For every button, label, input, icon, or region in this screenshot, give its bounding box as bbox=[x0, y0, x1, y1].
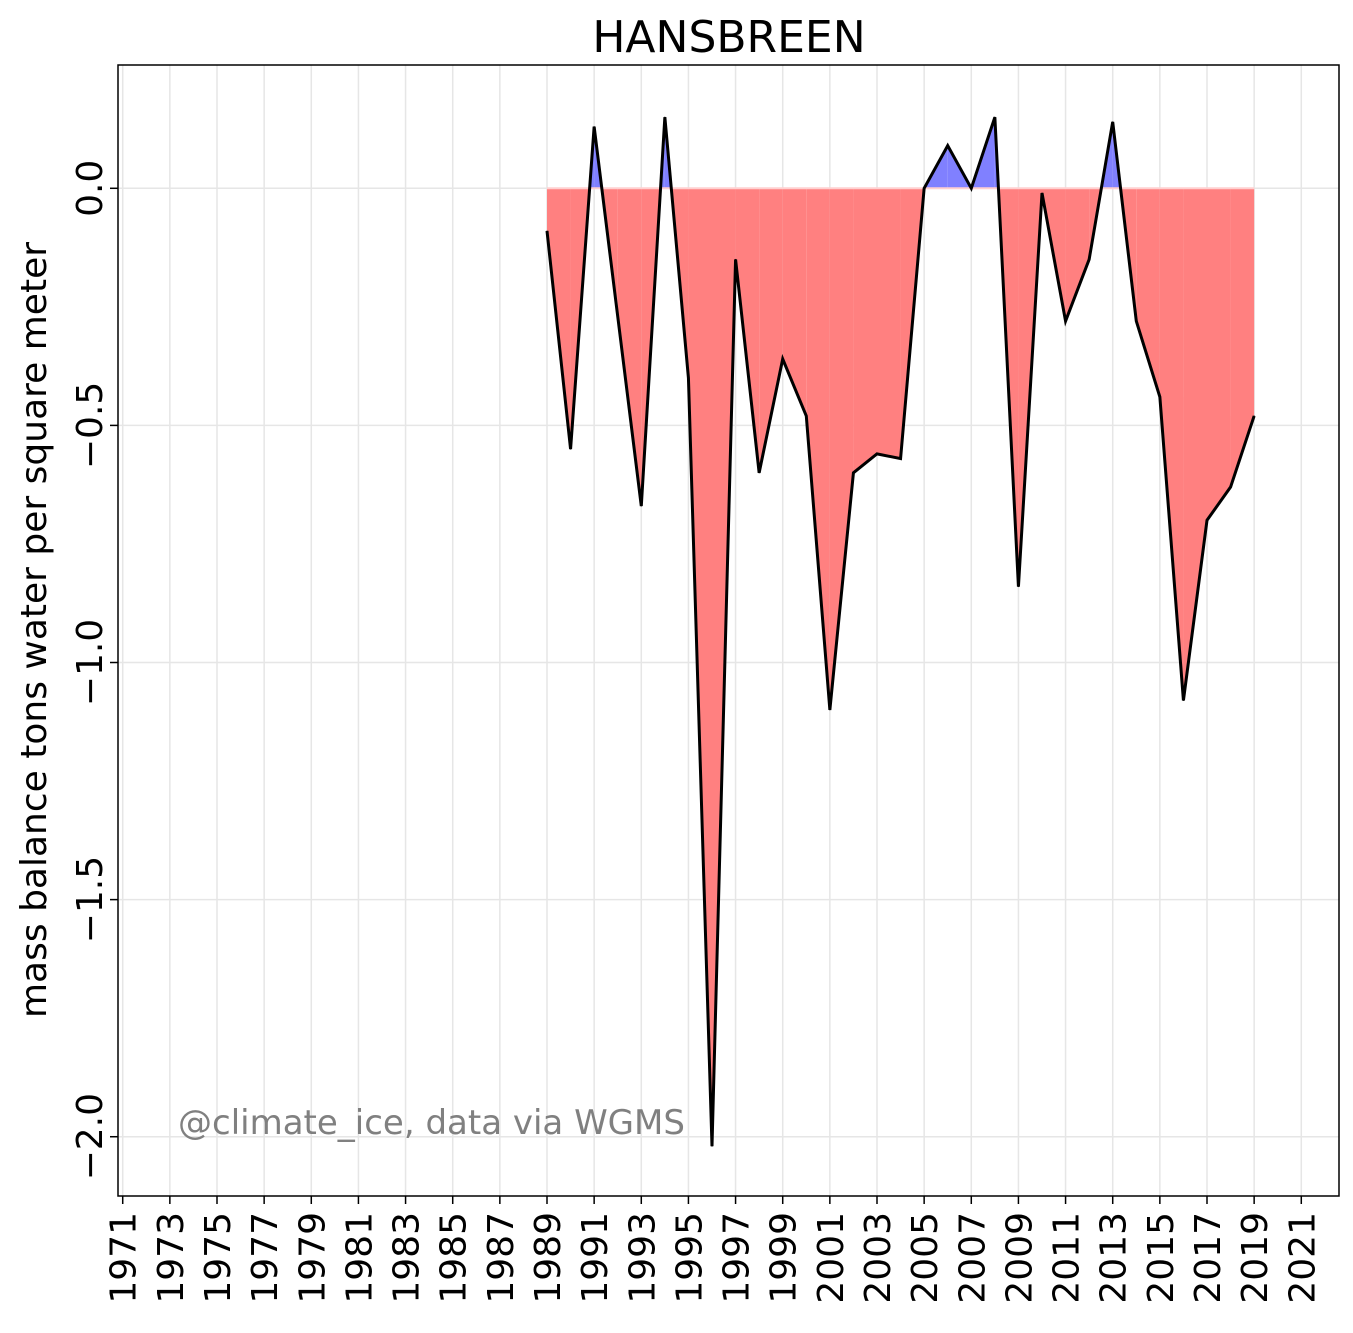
x-tick-label: 2005 bbox=[905, 1212, 946, 1304]
data-point bbox=[782, 358, 784, 360]
data-point bbox=[900, 458, 902, 460]
x-tick-label: 1975 bbox=[198, 1212, 239, 1304]
x-tick-label: 1993 bbox=[622, 1212, 663, 1304]
fill-areas bbox=[547, 117, 1255, 1147]
loss-area bbox=[1183, 188, 1207, 701]
y-tick-label: −0.5 bbox=[70, 382, 111, 469]
data-point bbox=[1253, 415, 1255, 417]
data-point bbox=[687, 377, 689, 379]
data-point bbox=[1112, 121, 1114, 123]
x-tick-label: 2021 bbox=[1282, 1212, 1323, 1304]
loss-area bbox=[1159, 188, 1184, 701]
loss-area bbox=[1065, 188, 1090, 322]
data-point bbox=[640, 505, 642, 507]
loss-area bbox=[1230, 188, 1255, 488]
loss-area bbox=[1136, 188, 1160, 397]
x-tick-label: 1995 bbox=[669, 1212, 710, 1304]
x-tick-label: 1983 bbox=[387, 1212, 428, 1304]
x-tick-label: 2007 bbox=[952, 1212, 993, 1304]
x-tick-label: 2009 bbox=[999, 1212, 1040, 1304]
data-point bbox=[947, 145, 949, 147]
x-tick-label: 1985 bbox=[434, 1212, 475, 1304]
x-tick-label: 1997 bbox=[717, 1212, 758, 1304]
loss-area bbox=[617, 188, 642, 507]
data-point bbox=[1088, 258, 1090, 260]
x-tick-label: 1979 bbox=[292, 1212, 333, 1304]
data-point bbox=[970, 187, 972, 189]
data-point bbox=[1182, 699, 1184, 701]
x-tick-label: 1977 bbox=[245, 1212, 286, 1304]
x-axis: 1971 1973 1975 1977 1979 1981 1983 1985 1987 1989… bbox=[104, 1196, 1323, 1304]
series-line bbox=[545, 116, 1256, 1147]
data-point bbox=[617, 315, 619, 317]
data-point bbox=[829, 709, 831, 711]
loss-area bbox=[853, 188, 877, 473]
loss-area bbox=[806, 188, 830, 710]
data-point bbox=[758, 472, 760, 474]
loss-area bbox=[782, 188, 807, 416]
data-point bbox=[1041, 192, 1043, 194]
y-tick-label: 0.0 bbox=[70, 160, 111, 217]
data-point bbox=[1017, 586, 1019, 588]
y-tick-label: −1.0 bbox=[70, 619, 111, 706]
x-tick-label: 1973 bbox=[151, 1212, 192, 1304]
x-tick-label: 2019 bbox=[1235, 1212, 1276, 1304]
data-point bbox=[593, 126, 595, 128]
loss-area bbox=[829, 188, 854, 710]
x-tick-label: 2001 bbox=[811, 1212, 852, 1304]
chart-title: HANSBREEN bbox=[592, 12, 865, 63]
data-point bbox=[852, 472, 854, 474]
data-point bbox=[711, 1145, 713, 1147]
data-point bbox=[1065, 320, 1067, 322]
x-tick-label: 1991 bbox=[575, 1212, 616, 1304]
data-point bbox=[805, 415, 807, 417]
loss-area bbox=[735, 188, 760, 473]
data-point bbox=[1159, 396, 1161, 398]
y-tick-label: −1.5 bbox=[70, 856, 111, 943]
data-point bbox=[570, 448, 572, 450]
x-tick-label: 1999 bbox=[764, 1212, 805, 1304]
data-point bbox=[923, 187, 925, 189]
x-tick-label: 2015 bbox=[1141, 1212, 1182, 1304]
x-tick-label: 2011 bbox=[1047, 1212, 1088, 1304]
loss-area bbox=[877, 188, 901, 459]
x-tick-label: 1987 bbox=[481, 1212, 522, 1304]
y-axis: 0.0 −0.5 −1.0 −1.5 −2.0 bbox=[70, 160, 118, 1180]
loss-area bbox=[759, 188, 783, 473]
plot-frame bbox=[117, 64, 1340, 1197]
data-point bbox=[1230, 486, 1232, 488]
x-tick-label: 1981 bbox=[339, 1212, 380, 1304]
data-point bbox=[1135, 320, 1137, 322]
y-tick-label: −2.0 bbox=[70, 1093, 111, 1180]
data-point bbox=[876, 453, 878, 455]
y-axis-label: mass balance tons water per square meter bbox=[14, 242, 55, 1018]
data-point bbox=[664, 116, 666, 118]
x-tick-label: 1971 bbox=[104, 1212, 145, 1304]
data-point bbox=[994, 116, 996, 118]
data-point bbox=[546, 230, 548, 232]
watermark-annotation: @climate_ice, data via WGMS bbox=[178, 1103, 685, 1143]
data-point bbox=[735, 258, 737, 260]
loss-area bbox=[1207, 188, 1231, 521]
x-tick-label: 1989 bbox=[528, 1212, 569, 1304]
x-tick-label: 2003 bbox=[858, 1212, 899, 1304]
x-tick-label: 2013 bbox=[1094, 1212, 1135, 1304]
x-tick-label: 2017 bbox=[1188, 1212, 1229, 1304]
data-point bbox=[1206, 519, 1208, 521]
